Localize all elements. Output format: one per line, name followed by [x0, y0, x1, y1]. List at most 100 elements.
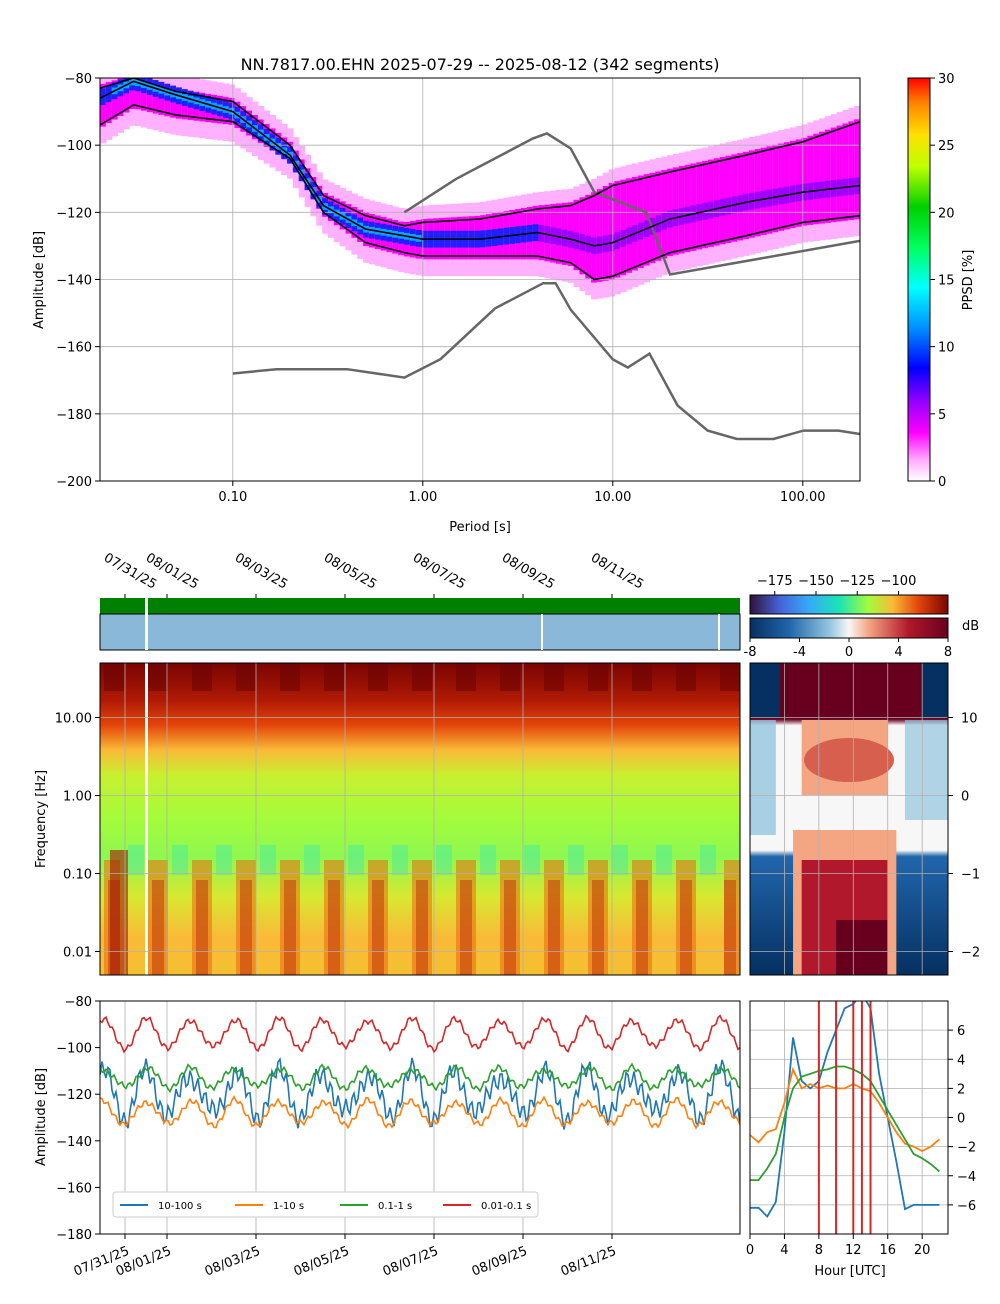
- density-cell: [117, 78, 124, 117]
- y-tick-label: −100: [56, 139, 92, 154]
- density-cell: [170, 87, 177, 118]
- spectrogram-column: [548, 663, 552, 691]
- spectrogram-column: [244, 880, 248, 975]
- spectrogram-column: [580, 845, 584, 875]
- spectrogram-column: [156, 663, 160, 691]
- spectrogram-column: [104, 663, 108, 691]
- y-tick-label: −160: [56, 341, 92, 356]
- hourly-line-2: [750, 1065, 940, 1181]
- x-tick-label: 08/09/25: [470, 1244, 530, 1280]
- spectrogram-column: [440, 845, 444, 875]
- spectrogram-column: [172, 845, 176, 875]
- spectrogram-colorbar-ticks: −175 −150 −125 −100: [757, 574, 916, 595]
- colorbar-tick-label: 30: [938, 72, 955, 87]
- noise-model-nhnm: [403, 132, 860, 276]
- spectrogram-column: [220, 845, 224, 875]
- y-tick-label: −2: [961, 946, 980, 961]
- y-tick-label: −2: [957, 1141, 976, 1156]
- ppsd-colorbar-ticks: 0 5 10 15 20 25 30: [930, 72, 955, 490]
- spectrogram-column: [308, 845, 312, 875]
- spectrogram-grid: [100, 663, 740, 975]
- spectrogram-column: [436, 845, 440, 875]
- spectrogram-column: [104, 860, 108, 975]
- y-tick-label: 10: [961, 712, 978, 727]
- spectrogram-column: [560, 663, 564, 691]
- spectrogram-column: [600, 860, 604, 975]
- spectrogram-column: [264, 845, 268, 875]
- spectrogram-column: [732, 880, 736, 975]
- spectrogram-column: [352, 845, 356, 875]
- spectrogram-column: [444, 845, 448, 875]
- spectrogram-column: [116, 663, 120, 691]
- density-cell: [152, 81, 160, 114]
- date-tick-label: 08/11/25: [588, 550, 646, 592]
- series-line-2: [100, 1062, 740, 1094]
- spectrogram-column: [372, 880, 376, 975]
- spectrogram-column: [284, 663, 288, 691]
- y-tick-label: −1: [961, 868, 980, 883]
- series-line-1: [100, 1095, 740, 1130]
- spectrogram-column: [340, 663, 344, 691]
- spectrogram-column: [204, 880, 208, 975]
- diff-cell: [904, 720, 948, 820]
- spectrogram-column: [724, 663, 728, 691]
- y-tick-label: −140: [56, 1135, 92, 1150]
- density-cell: [795, 139, 803, 227]
- spectrogram-column: [252, 860, 256, 975]
- density-cell: [123, 78, 130, 113]
- gap-marker-2: [541, 614, 543, 650]
- spectrogram-column: [504, 880, 508, 975]
- spectrogram-column: [620, 845, 624, 875]
- spectrogram-column: [572, 845, 576, 875]
- spectrogram-column: [576, 845, 580, 875]
- density-cell: [836, 125, 844, 222]
- spectrogram-column: [208, 860, 212, 975]
- spectrogram-column: [724, 880, 728, 975]
- density-cell: [596, 189, 604, 282]
- x-tick-label: 20: [914, 1243, 931, 1258]
- spectrogram-column: [240, 663, 244, 691]
- spectrogram-column: [328, 880, 332, 975]
- spectrogram-column: [420, 880, 424, 975]
- spectrogram-gap: [145, 663, 148, 975]
- spectrogram-column: [596, 860, 600, 975]
- spectrogram-column: [244, 663, 248, 691]
- spectrogram-column: [360, 845, 364, 875]
- spectrogram-column: [548, 880, 552, 975]
- spectrogram-column: [248, 860, 252, 975]
- percentile-curve-2: [100, 104, 860, 281]
- y-tick-label: 1.00: [63, 790, 92, 805]
- density-cell: [807, 135, 814, 225]
- spectrogram-column: [316, 845, 320, 875]
- spectrogram-column: [236, 663, 240, 691]
- spectrogram-column: [556, 663, 560, 691]
- density-cell: [801, 137, 808, 226]
- ppsd-xlabel: Period [s]: [449, 520, 511, 535]
- spectrogram-column: [612, 845, 616, 875]
- noise-model-nlnm: [232, 281, 860, 441]
- spectrogram-column: [464, 880, 468, 975]
- spectrogram-column: [656, 845, 660, 875]
- y-tick-label: −80: [65, 995, 92, 1010]
- spectrogram-column: [456, 663, 460, 691]
- spectrogram-column: [356, 845, 360, 875]
- colorbar-tick-label: 25: [938, 139, 955, 154]
- spectrogram-column: [556, 860, 560, 975]
- spectrogram-column: [128, 845, 132, 875]
- spectrogram-column: [524, 845, 528, 875]
- y-tick-label: 10.00: [55, 712, 92, 727]
- spectrogram-column: [208, 663, 212, 691]
- colorbar-tick-label: 0: [845, 645, 853, 660]
- density-cell: [819, 131, 826, 224]
- ppsd-ticks: 0.10 1.00 10.00 100.00 −80 −100 −120 −140 −160 −1…: [56, 72, 825, 505]
- y-tick-label: −120: [56, 1088, 92, 1103]
- spectrogram-column: [396, 845, 400, 875]
- spectrogram-column: [516, 663, 520, 691]
- spectrogram-column: [272, 845, 276, 875]
- spectrogram-column: [252, 663, 256, 691]
- spectrogram-column: [404, 845, 408, 875]
- spectrogram-column: [280, 663, 284, 691]
- spectrogram-column: [640, 880, 644, 975]
